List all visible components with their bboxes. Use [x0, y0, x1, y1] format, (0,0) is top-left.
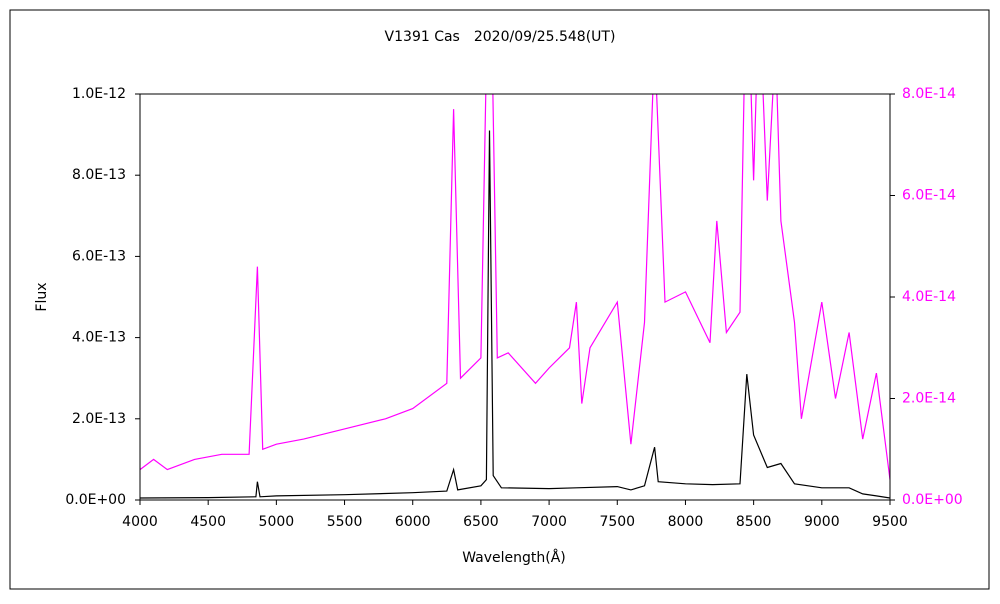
x-tick-label: 7500 [599, 514, 635, 530]
y-tick-label: 1.0E-12 [72, 86, 126, 102]
x-tick-label: 4000 [122, 514, 158, 530]
y-tick-label: 8.0E-13 [72, 167, 126, 183]
x-tick-label: 9000 [804, 514, 840, 530]
y2-tick-label: 8.0E-14 [902, 86, 956, 102]
x-tick-label: 6000 [395, 514, 431, 530]
y-tick-label: 4.0E-13 [72, 330, 126, 346]
x-tick-label: 5500 [327, 514, 363, 530]
spectrum-line [140, 94, 890, 480]
y-axis-label: Flux [34, 282, 50, 311]
y-tick-label: 0.0E+00 [65, 492, 126, 508]
x-tick-label: 9500 [872, 514, 908, 530]
x-tick-label: 5000 [259, 514, 295, 530]
x-tick-label: 8000 [668, 514, 704, 530]
x-tick-label: 6500 [463, 514, 499, 530]
frame [9, 9, 990, 590]
chart-title: V1391 Cas 2020/09/25.548(UT) [385, 29, 616, 45]
spectrum-line [140, 130, 890, 499]
y2-tick-label: 6.0E-14 [902, 188, 956, 204]
x-tick-label: 7000 [531, 514, 567, 530]
x-axis-label: Wavelength(Å) [462, 549, 566, 566]
y-tick-label: 2.0E-13 [72, 411, 126, 427]
x-tick-label: 8500 [736, 514, 772, 530]
y2-tick-label: 4.0E-14 [902, 289, 956, 305]
y2-tick-label: 0.0E+00 [902, 492, 963, 508]
x-tick-label: 4500 [190, 514, 226, 530]
y2-tick-label: 2.0E-14 [902, 391, 956, 407]
plot-lines [140, 94, 890, 499]
y-tick-label: 6.0E-13 [72, 248, 126, 264]
